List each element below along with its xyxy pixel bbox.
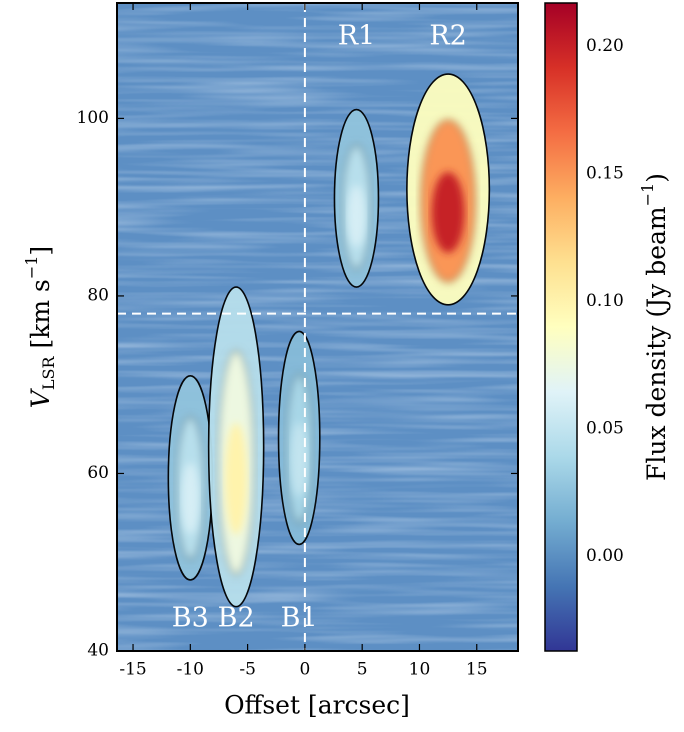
cb-label-main: Flux density (Jy beam bbox=[642, 206, 671, 481]
component-label: B1 bbox=[281, 603, 318, 634]
y-tick-label: 100 bbox=[77, 108, 109, 128]
axes: -15 -10 -5 0 5 10 15 40 60 80 100 0.00 0.05 0.10 0.15 0… bbox=[77, 3, 624, 680]
x-tick-label: -15 bbox=[119, 660, 146, 680]
component bbox=[333, 108, 380, 288]
x-tick-label: 5 bbox=[357, 660, 368, 680]
x-tick-label: -10 bbox=[177, 660, 204, 680]
plot-area: B3 B2 B1 R1 R2 bbox=[117, 3, 518, 651]
colorbar-tick-label: 0.15 bbox=[586, 163, 624, 183]
colorbar-tick-label: 0.20 bbox=[586, 36, 624, 56]
y-label-main: V bbox=[26, 387, 55, 408]
cb-label-close: ) bbox=[642, 173, 671, 183]
colorbar-tick-label: 0.05 bbox=[586, 419, 624, 439]
emission: B3 B2 B1 R1 R2 bbox=[167, 21, 491, 634]
colorbar-tick-label: 0.00 bbox=[586, 546, 624, 566]
y-label-sup: −1 bbox=[22, 256, 41, 280]
x-axis-label: Offset [arcsec] bbox=[224, 691, 410, 720]
component bbox=[207, 286, 265, 608]
y-label-close: ] bbox=[26, 246, 55, 256]
plot-frame bbox=[116, 2, 519, 652]
component bbox=[406, 73, 491, 306]
colorbar-label: Flux density (Jy beam−1) bbox=[638, 173, 671, 481]
component-peak bbox=[431, 172, 465, 253]
component-label: R1 bbox=[338, 21, 376, 52]
y-axis-label: VLSR [km s−1] bbox=[22, 246, 58, 408]
component bbox=[277, 330, 321, 546]
x-tick-label: -5 bbox=[239, 660, 256, 680]
cb-label-sup: −1 bbox=[638, 183, 657, 207]
component-peak bbox=[181, 462, 200, 535]
component-peak bbox=[225, 422, 248, 535]
y-tick-label: 80 bbox=[87, 285, 109, 305]
component-label: R2 bbox=[429, 21, 467, 52]
component-label: B3 bbox=[172, 603, 209, 634]
y-tick-label: 60 bbox=[87, 463, 109, 483]
component bbox=[167, 375, 214, 581]
x-tick-label: 10 bbox=[409, 660, 431, 680]
colorbar bbox=[544, 2, 578, 652]
component-label: B2 bbox=[218, 603, 255, 634]
colorbar-tick-label: 0.10 bbox=[586, 291, 624, 311]
y-label-unit: [km s bbox=[26, 279, 55, 356]
x-tick-label: 15 bbox=[466, 660, 488, 680]
component-peak bbox=[347, 184, 366, 248]
x-tick-label: 0 bbox=[299, 660, 310, 680]
crosshair bbox=[117, 3, 518, 651]
y-label-sub: LSR bbox=[39, 356, 58, 391]
y-tick-label: 40 bbox=[87, 641, 109, 661]
component-peak bbox=[290, 421, 308, 497]
